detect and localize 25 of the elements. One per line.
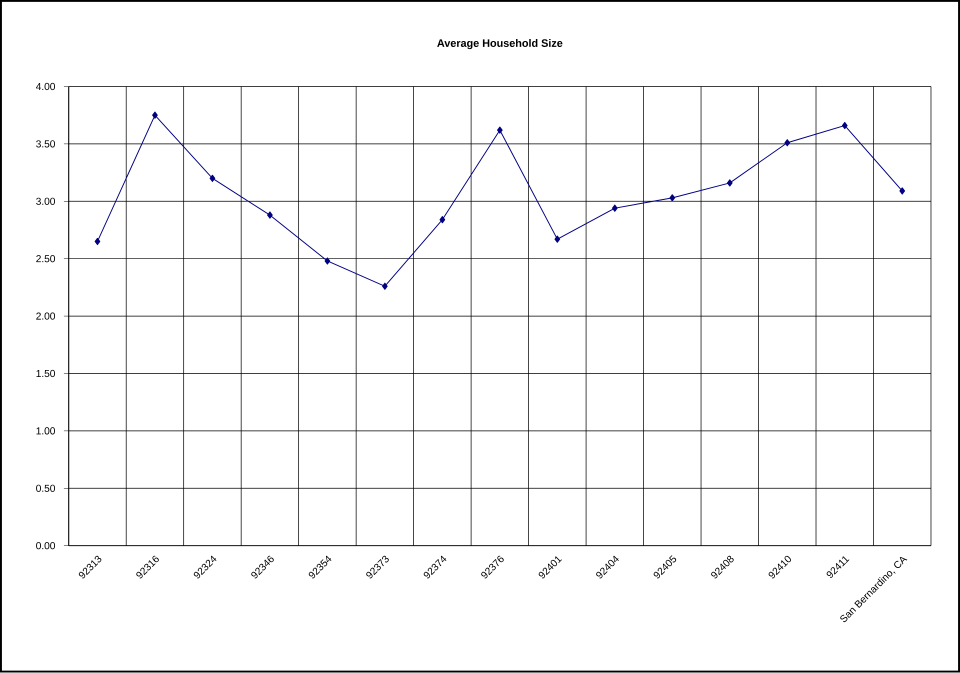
point bbox=[554, 236, 560, 243]
point bbox=[210, 174, 216, 182]
point bbox=[899, 188, 906, 195]
point bbox=[784, 139, 790, 147]
point bbox=[726, 180, 733, 187]
point bbox=[94, 238, 100, 246]
y-tick-label: 1.00 bbox=[36, 428, 56, 435]
y-tick-label: 0.00 bbox=[36, 542, 56, 550]
point bbox=[152, 112, 158, 120]
point bbox=[324, 258, 330, 265]
point bbox=[842, 122, 848, 130]
point bbox=[267, 212, 273, 219]
y-tick-label: 3.50 bbox=[36, 140, 56, 148]
point bbox=[497, 126, 503, 134]
chart-title: Average Household Size bbox=[437, 39, 562, 50]
point bbox=[669, 194, 676, 202]
point bbox=[612, 204, 618, 212]
point bbox=[440, 216, 446, 224]
point bbox=[382, 282, 388, 290]
y-tick-label: 4.00 bbox=[36, 83, 56, 90]
y-tick-label: 2.00 bbox=[36, 312, 56, 320]
y-tick-label: 2.50 bbox=[36, 255, 56, 262]
y-tick-label: 3.00 bbox=[36, 198, 56, 206]
y-tick-label: 1.50 bbox=[36, 370, 56, 378]
y-tick-label: 0.50 bbox=[36, 484, 56, 492]
